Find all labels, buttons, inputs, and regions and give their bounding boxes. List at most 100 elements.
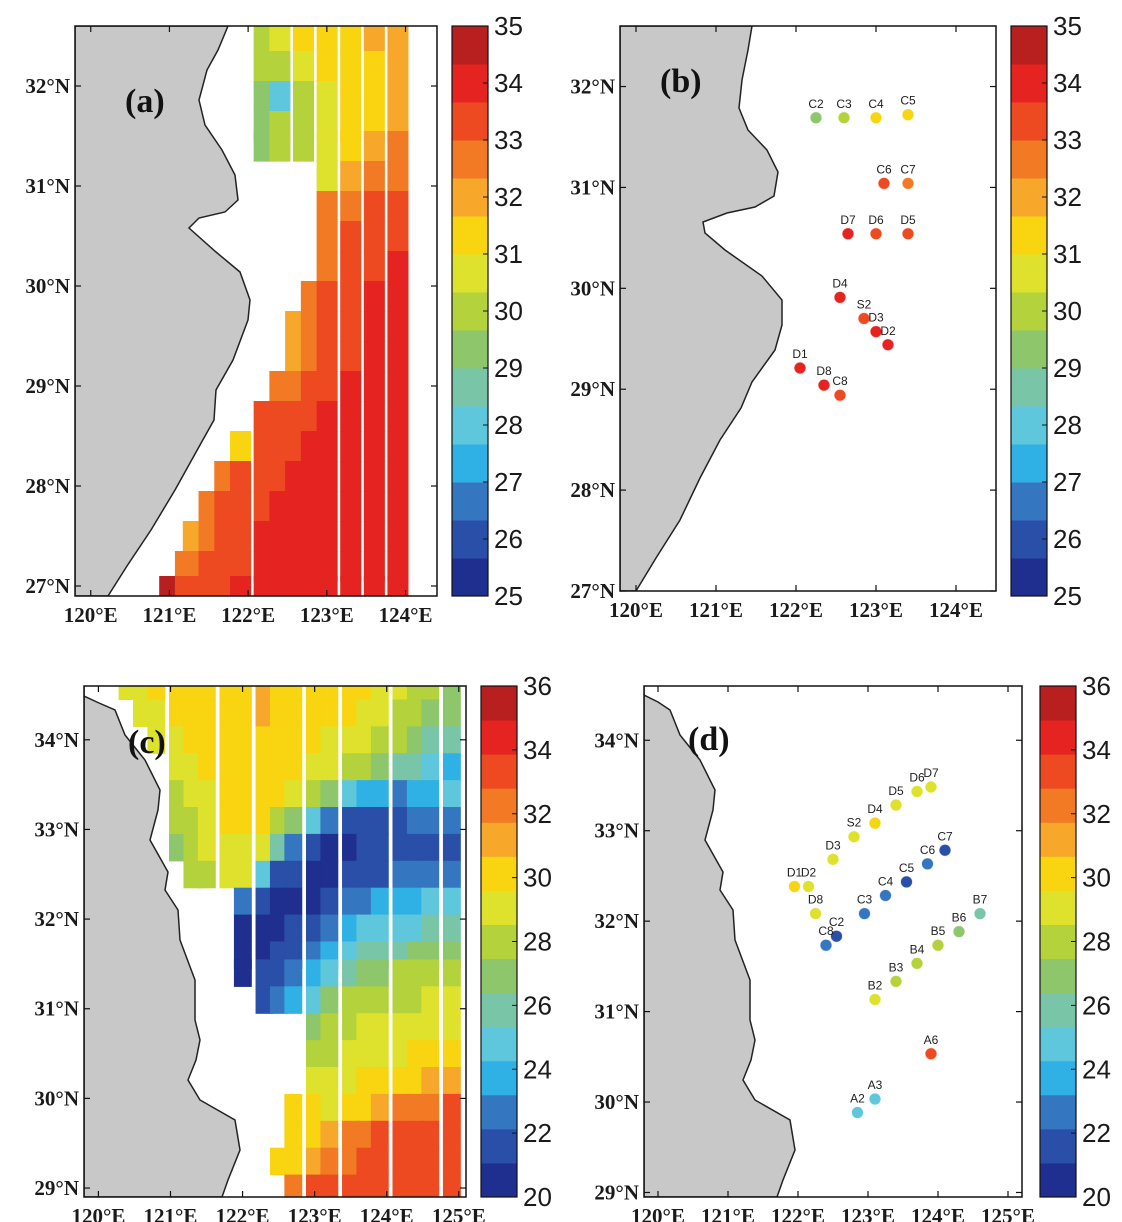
station-label: D3 <box>825 838 841 852</box>
colorbar-tick-label: 33 <box>494 125 523 155</box>
grid-cell <box>316 281 338 312</box>
colorbar-segment <box>481 1026 517 1062</box>
colorbar-tick-label: 31 <box>1053 239 1082 269</box>
panel-label: (c) <box>128 724 166 761</box>
station-label: D2 <box>880 324 896 338</box>
grid-cell <box>305 1013 324 1041</box>
grid-cell <box>269 986 288 1014</box>
panel-label: (b) <box>660 63 702 100</box>
station-marker <box>889 798 903 812</box>
grid-cell <box>363 371 385 402</box>
grid-cell <box>340 491 362 522</box>
colorbar-segment <box>452 140 488 179</box>
station-label: C8 <box>818 924 834 938</box>
grid-cell <box>305 699 324 727</box>
grid-cell <box>370 1013 389 1041</box>
colorbar-tick-label: 31 <box>494 239 523 269</box>
grid-cell <box>169 807 187 835</box>
coastline-land <box>84 686 241 1197</box>
grid-cell <box>392 753 411 781</box>
grid-cell <box>197 860 216 889</box>
grid-cell <box>406 986 425 1014</box>
grid-cell <box>197 807 216 835</box>
station-label: C4 <box>878 874 894 888</box>
colorbar-tick-label: 25 <box>1053 581 1082 611</box>
grid-cell <box>284 686 303 701</box>
grid-cell <box>406 1174 425 1197</box>
grid-cell <box>370 959 389 987</box>
grid-cell <box>197 833 216 862</box>
grid-cell <box>305 807 324 835</box>
grid-cell <box>233 887 252 916</box>
colorbar-tick-label: 35 <box>494 11 523 41</box>
grid-cell <box>320 1174 339 1197</box>
station-marker <box>931 938 945 952</box>
grid-cell <box>284 887 303 916</box>
grid-cell <box>255 887 274 916</box>
grid-cell <box>421 1174 440 1197</box>
grid-cell <box>406 699 425 727</box>
grid-cell <box>406 860 425 889</box>
grid-cell <box>356 699 375 727</box>
grid-cell <box>392 887 411 916</box>
grid-cell <box>356 807 375 835</box>
colorbar-segment <box>1011 368 1047 407</box>
panel-c: 120°E 121°E 122°E 123°E 124°E 125°E 29°N 30°N 31… <box>34 671 552 1222</box>
salinity-grid <box>118 686 461 1197</box>
grid-cell <box>169 780 187 808</box>
grid-cell <box>342 860 360 889</box>
colorbar-segment <box>1011 482 1047 521</box>
grid-cell <box>421 887 440 916</box>
grid-cell <box>316 341 338 372</box>
station-label: D5 <box>888 784 904 798</box>
colorbar-tick-label: 20 <box>1082 1182 1111 1212</box>
grid-cell <box>269 807 288 835</box>
colorbar-tick-label: 24 <box>1082 1054 1111 1084</box>
grid-cell <box>320 860 339 889</box>
grid-cell <box>183 860 202 889</box>
x-tick-label: 123°E <box>300 603 354 627</box>
colorbar-segment <box>452 444 488 483</box>
grid-cell <box>305 780 324 808</box>
grid-cell <box>363 431 385 462</box>
colorbar-segment <box>481 788 517 823</box>
grid-cell <box>305 1067 324 1095</box>
grid-cell <box>316 221 338 252</box>
colorbar-tick-label: 35 <box>1053 11 1082 41</box>
grid-cell <box>255 959 274 987</box>
colorbar-segment <box>1040 1060 1076 1096</box>
station-marker <box>869 325 883 339</box>
station-label: B3 <box>889 960 904 974</box>
grid-cell <box>255 914 274 943</box>
grid-cell <box>442 1120 461 1149</box>
grid-cell <box>387 161 409 192</box>
grid-cell <box>169 833 187 862</box>
station-label: C7 <box>937 829 953 843</box>
grid-cell <box>363 341 385 372</box>
station-marker <box>877 176 891 190</box>
grid-cell <box>183 753 202 781</box>
grid-cell <box>305 686 324 701</box>
grid-cell <box>363 491 385 522</box>
grid-cell <box>340 461 362 492</box>
grid-cell <box>356 726 375 754</box>
x-tick-label: 124°E <box>379 603 433 627</box>
grid-cell <box>442 914 461 943</box>
grid-cell <box>342 1120 360 1149</box>
station-marker <box>833 388 847 402</box>
grid-cell <box>442 1013 461 1041</box>
grid-cell <box>269 699 288 727</box>
colorbar-segment <box>1011 64 1047 103</box>
station-label: B2 <box>868 979 883 993</box>
grid-cell <box>316 371 338 402</box>
station-label: C5 <box>899 861 915 875</box>
colorbar-tick-label: 27 <box>494 467 523 497</box>
station-label: C5 <box>900 94 916 108</box>
grid-cell <box>363 311 385 342</box>
grid-cell <box>370 1120 389 1149</box>
grid-cell <box>342 753 360 781</box>
station-marker <box>851 1106 864 1120</box>
grid-cell <box>255 686 274 701</box>
station-label: B5 <box>931 924 946 938</box>
grid-cell <box>269 726 288 754</box>
